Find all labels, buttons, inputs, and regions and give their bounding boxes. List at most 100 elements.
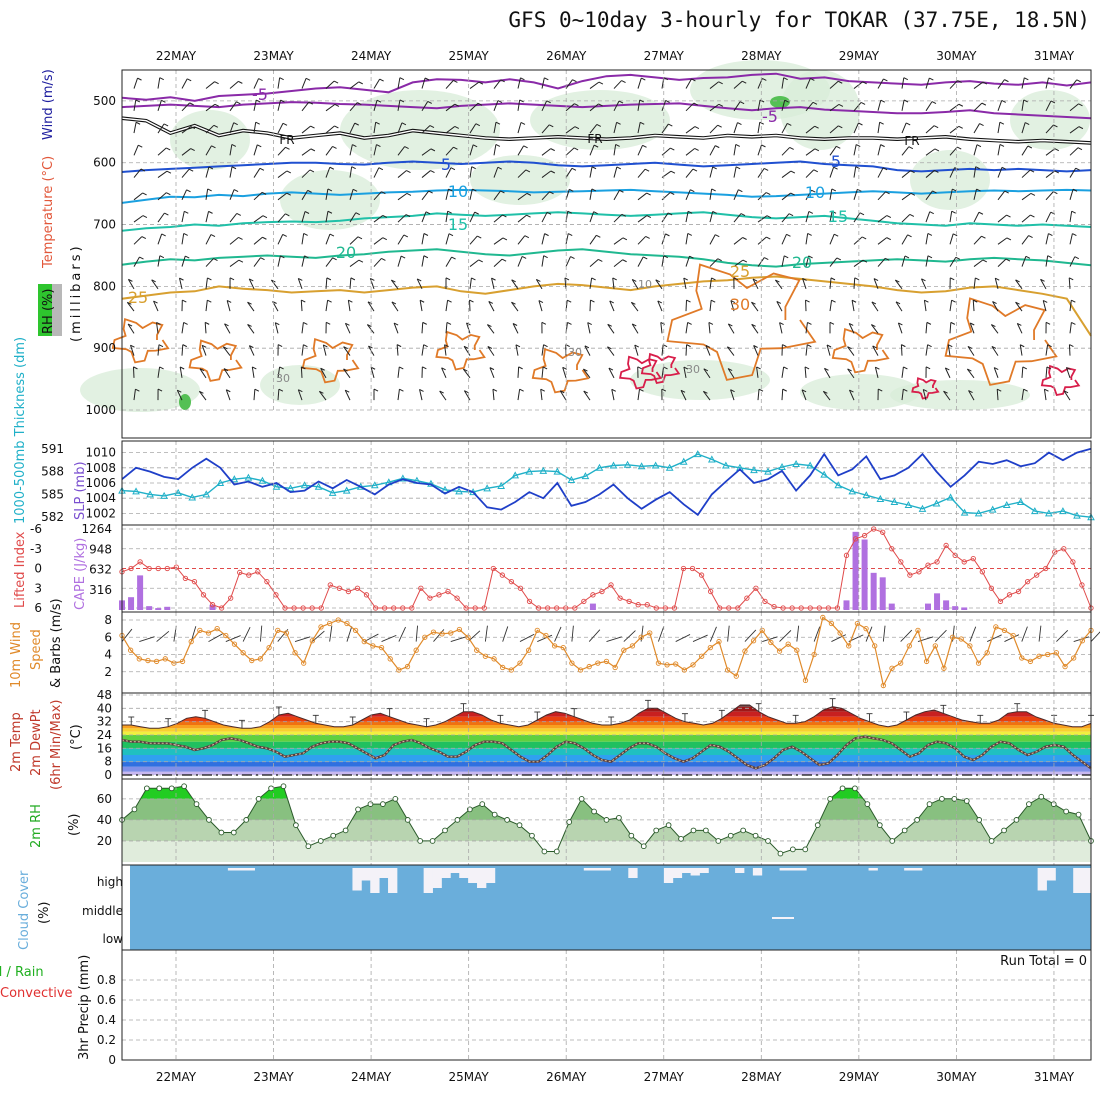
wind-barb xyxy=(270,279,279,290)
wind-barb-feather xyxy=(885,191,890,195)
date-label: 22MAY xyxy=(156,1070,197,1084)
rh-marker xyxy=(926,801,933,807)
wind-barb xyxy=(923,300,927,312)
wind-barb xyxy=(853,81,863,89)
wind-barb xyxy=(253,122,257,134)
wind-barb xyxy=(901,122,907,134)
wind-barb-feather xyxy=(405,214,411,218)
wind-barb-feather xyxy=(450,167,456,171)
wind-barb xyxy=(322,344,327,356)
wind-barb-feather xyxy=(710,299,716,303)
cloud-fill xyxy=(130,865,1091,950)
wind-speed-marker xyxy=(880,682,887,689)
rh-tick-label: 20 xyxy=(97,834,112,848)
wind-barb xyxy=(1021,389,1025,401)
high-cloud-bar xyxy=(423,868,433,893)
wind-barb xyxy=(445,211,449,223)
wind-barb-feather xyxy=(226,300,232,303)
lifted-index-marker xyxy=(707,588,714,595)
wind-barb-feather xyxy=(814,148,820,152)
wind-barb xyxy=(1015,301,1023,312)
wind-barb xyxy=(829,277,832,289)
wind-barb-feather xyxy=(543,344,548,348)
wind-barb xyxy=(925,170,935,178)
wind-barb xyxy=(1021,77,1025,89)
thickness-marker xyxy=(988,505,997,513)
rh-marker xyxy=(317,838,324,844)
lifted-index-marker xyxy=(934,559,940,565)
high-cloud-bar xyxy=(459,868,469,878)
wind-barb xyxy=(753,345,759,356)
wind-barb xyxy=(484,625,488,642)
lifted-index-marker xyxy=(789,605,795,611)
lifted-index-marker xyxy=(816,605,822,611)
wind-barb xyxy=(680,390,687,401)
wind-barb xyxy=(253,236,263,245)
temp-tick-label: 32 xyxy=(97,715,112,729)
wind-barb-feather xyxy=(566,299,572,303)
wind-barb xyxy=(205,81,215,89)
wind-speed-marker xyxy=(136,656,142,662)
wind-barb xyxy=(370,367,375,378)
wind-barb xyxy=(952,625,955,642)
wind-barb xyxy=(1043,389,1047,401)
cape-tick-label: 1264 xyxy=(81,522,112,536)
wind-barb xyxy=(757,389,760,401)
wind-barb xyxy=(181,78,188,89)
wind-barb xyxy=(223,368,231,379)
wind-barb-feather xyxy=(256,99,261,103)
wind-barb xyxy=(901,192,912,201)
upper-air-day-grid xyxy=(175,70,1055,410)
wind-barb xyxy=(637,145,643,156)
wind-barb xyxy=(133,122,137,134)
wind-barb-feather xyxy=(543,255,548,259)
lifted-index-marker xyxy=(680,565,687,572)
wind-barb xyxy=(709,81,719,89)
wind-barb xyxy=(325,188,329,200)
wind-barb xyxy=(133,389,136,401)
thickness-marker xyxy=(300,481,309,489)
wind-barb xyxy=(805,125,815,134)
wind-speed-marker xyxy=(413,647,419,653)
lifted-index-marker xyxy=(1061,546,1067,552)
wind-barb xyxy=(253,99,257,111)
wind-barb-feather xyxy=(901,344,906,348)
wind-barb-feather xyxy=(201,344,207,348)
wind-barb-feather xyxy=(320,367,325,371)
wind-barb-feather xyxy=(1001,166,1007,170)
wind-barb xyxy=(705,345,711,356)
temperature-band xyxy=(122,771,1091,775)
wind-barb xyxy=(637,122,641,134)
wind-barb-feather xyxy=(1071,299,1076,303)
wind-barb xyxy=(733,213,742,223)
wind-barb xyxy=(222,346,231,356)
wind-barb-feather xyxy=(753,345,758,348)
high-cloud-bar xyxy=(592,868,603,871)
wind-speed-marker xyxy=(898,660,904,666)
date-label: 25MAY xyxy=(449,49,490,63)
wind-barb xyxy=(157,212,165,223)
rh-marker xyxy=(218,829,225,836)
wind-barb-feather xyxy=(979,123,984,127)
wind-barb-feather xyxy=(886,215,892,218)
rh-marker xyxy=(168,785,175,792)
wind-barb-feather xyxy=(207,277,212,281)
wind-barb xyxy=(756,366,759,378)
wind-barb-feather xyxy=(350,277,356,281)
wind-barb-feather xyxy=(999,144,1005,147)
wind-barb xyxy=(151,279,159,290)
lifted-index-marker xyxy=(898,559,904,565)
rh-marker xyxy=(628,832,635,839)
temperature-band xyxy=(122,728,1091,732)
wind-speed-marker xyxy=(179,658,186,665)
wind-barb-feather xyxy=(1040,278,1045,282)
thickness-marker xyxy=(258,476,267,484)
cape-bar xyxy=(589,603,596,610)
wind-barb xyxy=(325,167,331,178)
wind-barb-feather xyxy=(285,213,290,217)
wind-barb-feather xyxy=(862,259,868,263)
wind-barb xyxy=(973,144,978,156)
wind-barb-feather xyxy=(358,259,364,263)
wind-speed-marker xyxy=(958,636,964,642)
